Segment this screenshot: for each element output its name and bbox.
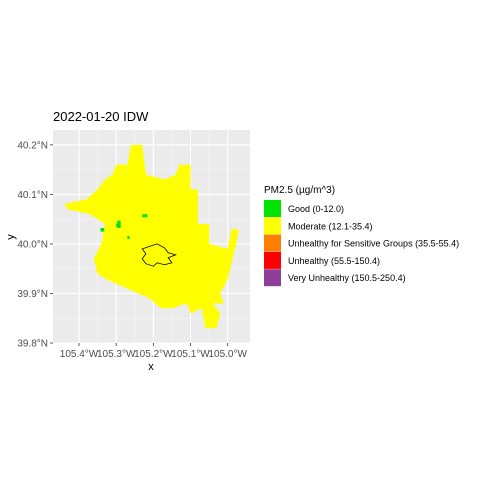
legend-key: [264, 251, 281, 269]
y-axis-ticks: 39.8°N 39.9°N 40.0°N 40.1°N 40.2°N: [17, 140, 53, 350]
y-tick-label: 39.8°N: [17, 339, 48, 350]
y-tick-label: 39.9°N: [17, 289, 48, 300]
legend-label: Good (0-12.0): [288, 204, 344, 214]
city-boundary-outline: [141, 243, 177, 267]
good-cell: [116, 223, 120, 228]
legend-key: [264, 217, 281, 235]
x-tick-label: 105.1°W: [171, 349, 210, 360]
y-tick-label: 40.1°N: [17, 190, 48, 201]
legend-label: Moderate (12.1-35.4): [288, 221, 373, 231]
y-tick-label: 40.2°N: [17, 140, 48, 151]
legend-key: [264, 234, 281, 252]
legend-label: Unhealthy for Sensitive Groups (35.5-55.…: [288, 239, 459, 249]
legend-label: Unhealthy (55.5-150.4): [288, 256, 380, 266]
y-axis-title: y: [5, 234, 17, 240]
good-cell: [100, 228, 105, 232]
chart-title: 2022-01-20 IDW: [53, 109, 149, 124]
good-cell: [127, 236, 130, 239]
x-axis-title: x: [148, 361, 154, 373]
pm25-moderate-region: [64, 144, 239, 329]
legend-key: [264, 269, 281, 287]
pm25-good-cells: [100, 214, 148, 239]
good-cell: [142, 214, 148, 218]
legend: Good (0-12.0) Moderate (12.1-35.4) Unhealt…: [264, 200, 459, 287]
x-tick-label: 105.0°W: [208, 349, 247, 360]
x-tick-label: 105.4°W: [60, 349, 99, 360]
legend-title: PM2.5 (µg/m^3): [264, 185, 335, 196]
x-tick-label: 105.2°W: [134, 349, 173, 360]
legend-label: Very Unhealthy (150.5-250.4): [288, 273, 406, 283]
legend-key: [264, 200, 281, 217]
y-tick-label: 40.0°N: [17, 239, 48, 250]
x-tick-label: 105.3°W: [97, 349, 136, 360]
